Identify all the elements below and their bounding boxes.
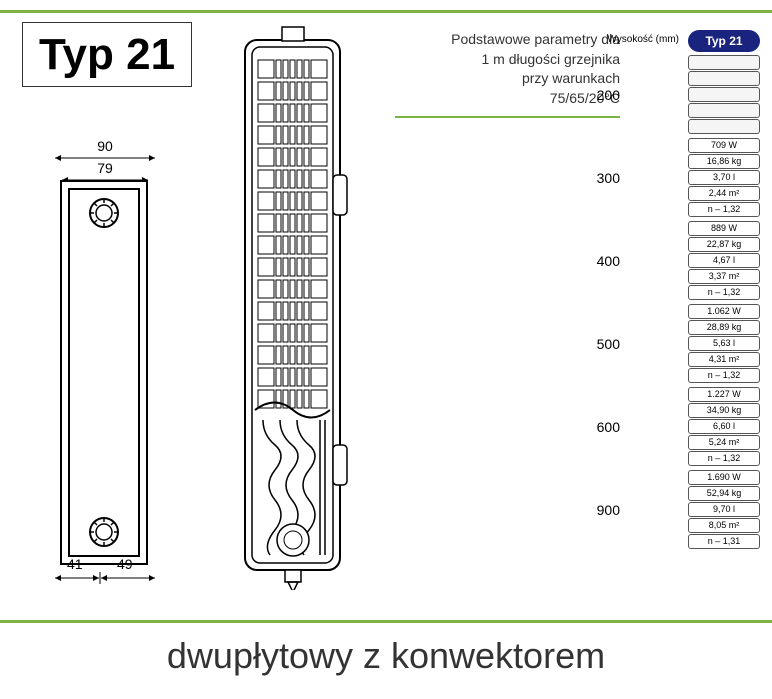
title-text: Typ 21 <box>39 30 175 80</box>
green-rule-bottom <box>0 620 772 623</box>
data-group: 300709 W16,86 kg3,70 l2,44 m²n – 1,32 <box>630 138 760 217</box>
top-view-drawing <box>225 25 360 590</box>
data-cell: 52,94 kg <box>688 486 760 501</box>
height-value: 300 <box>580 170 620 186</box>
bottom-description: dwupłytowy z konwektorem <box>0 635 772 677</box>
data-group: 6001.227 W34,90 kg6,60 l5,24 m²n – 1,32 <box>630 387 760 466</box>
data-cell <box>688 103 760 118</box>
valve-top-icon <box>88 197 120 229</box>
data-cell: 1.062 W <box>688 304 760 319</box>
data-cell: n – 1,32 <box>688 368 760 383</box>
data-cell <box>688 71 760 86</box>
green-rule-param <box>395 116 620 118</box>
valve-bottom-icon <box>88 516 120 548</box>
data-cell: 28,89 kg <box>688 320 760 335</box>
data-cell: 5,63 l <box>688 336 760 351</box>
data-cell: 1.227 W <box>688 387 760 402</box>
data-cell <box>688 87 760 102</box>
data-group: 200 <box>630 55 760 134</box>
dim-bottom: 41 49 <box>55 572 155 597</box>
data-group: 9001.690 W52,94 kg9,70 l8,05 m²n – 1,31 <box>630 470 760 549</box>
data-cell: 5,24 m² <box>688 435 760 450</box>
data-cell: 4,67 l <box>688 253 760 268</box>
data-cell: 709 W <box>688 138 760 153</box>
data-cell: 889 W <box>688 221 760 236</box>
dim-90: 90 <box>55 138 155 162</box>
data-cell: 3,37 m² <box>688 269 760 284</box>
data-group: 400889 W22,87 kg4,67 l3,37 m²n – 1,32 <box>630 221 760 300</box>
table-header-badge: Typ 21 <box>688 30 760 52</box>
data-cell: 2,44 m² <box>688 186 760 201</box>
data-cell: 6,60 l <box>688 419 760 434</box>
title-box: Typ 21 <box>22 22 192 87</box>
data-cell: n – 1,31 <box>688 534 760 549</box>
param-line-1: Podstawowe parametry dla <box>395 30 620 50</box>
data-group: 5001.062 W28,89 kg5,63 l4,31 m²n – 1,32 <box>630 304 760 383</box>
data-cell: 3,70 l <box>688 170 760 185</box>
data-cell: n – 1,32 <box>688 451 760 466</box>
height-value: 500 <box>580 336 620 352</box>
height-value: 400 <box>580 253 620 269</box>
data-cell: n – 1,32 <box>688 285 760 300</box>
data-cell <box>688 119 760 134</box>
height-value: 200 <box>580 87 620 103</box>
green-rule-top <box>0 10 772 13</box>
data-table: Typ 21 200300709 W16,86 kg3,70 l2,44 m²n… <box>630 30 760 553</box>
data-cell: 9,70 l <box>688 502 760 517</box>
data-cell <box>688 55 760 70</box>
data-cell: 34,90 kg <box>688 403 760 418</box>
data-cell: 8,05 m² <box>688 518 760 533</box>
data-cell: 22,87 kg <box>688 237 760 252</box>
height-value: 600 <box>580 419 620 435</box>
height-value: 900 <box>580 502 620 518</box>
data-cell: 16,86 kg <box>688 154 760 169</box>
data-cell: 4,31 m² <box>688 352 760 367</box>
data-cell: n – 1,32 <box>688 202 760 217</box>
param-line-3: przy warunkach <box>395 69 620 89</box>
param-line-2: 1 m długości grzejnika <box>395 50 620 70</box>
data-cell: 1.690 W <box>688 470 760 485</box>
side-view-drawing <box>60 180 148 565</box>
